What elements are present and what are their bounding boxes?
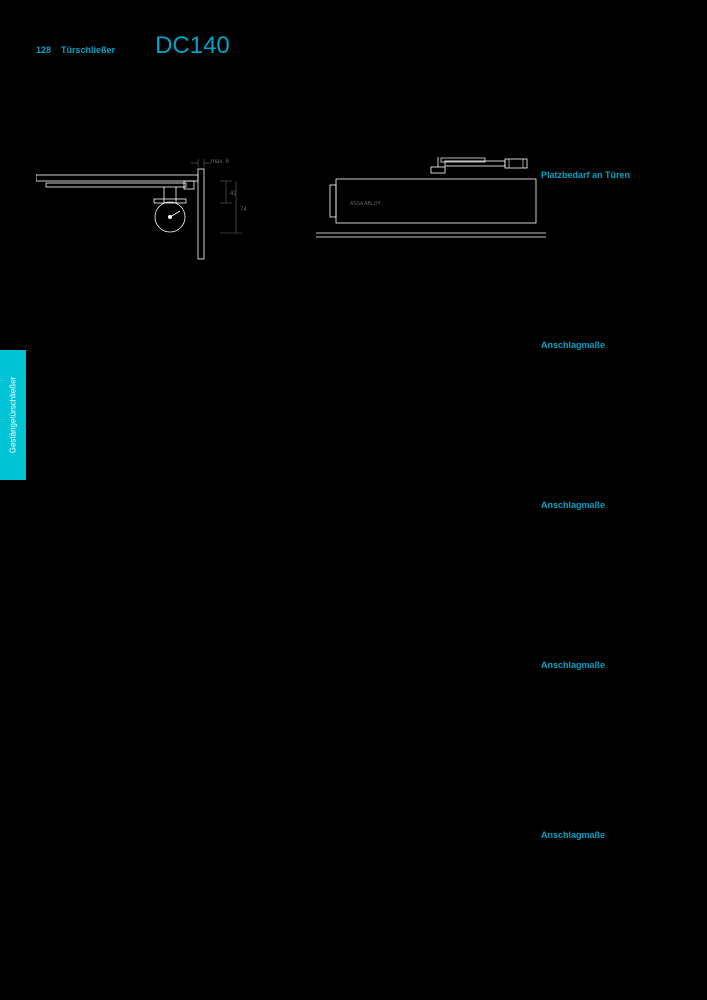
right-section-title: Anschlagmaße — [541, 340, 671, 352]
product-model: DC140 — [155, 32, 230, 60]
right-section-0: Platzbedarf an Türen — [541, 170, 671, 182]
right-section-title: Anschlagmaße — [541, 500, 671, 512]
dim-top-label: max. 8 — [211, 159, 230, 165]
page-category: Türschließer — [61, 45, 115, 55]
right-section-title: Anschlagmaße — [541, 660, 671, 672]
right-section-title: Anschlagmaße — [541, 830, 671, 842]
right-section-4: Anschlagmaße — [541, 830, 671, 842]
brand-text: ASSA ABLOY — [350, 201, 382, 207]
page-header: 128 Türschließer DC140 — [36, 32, 230, 60]
diagram-right: ASSA ABLOY — [316, 155, 546, 255]
side-tab-label: Gestängetürschließer — [9, 377, 18, 453]
diagram-left: max. 8 — [36, 155, 266, 265]
right-section-2: Anschlagmaße — [541, 500, 671, 512]
right-section-3: Anschlagmaße — [541, 660, 671, 672]
dim-v2: 74 — [240, 207, 247, 213]
page: 128 Türschließer DC140 Gestängetürschlie… — [0, 0, 707, 1000]
side-tab: Gestängetürschließer — [0, 350, 26, 480]
page-number: 128 — [36, 45, 51, 55]
right-section-title: Platzbedarf an Türen — [541, 170, 671, 182]
right-section-1: Anschlagmaße — [541, 340, 671, 352]
